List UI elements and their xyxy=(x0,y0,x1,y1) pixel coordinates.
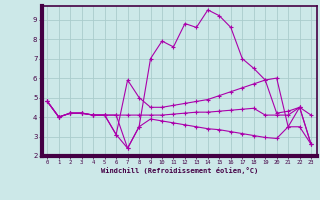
X-axis label: Windchill (Refroidissement éolien,°C): Windchill (Refroidissement éolien,°C) xyxy=(100,167,258,174)
